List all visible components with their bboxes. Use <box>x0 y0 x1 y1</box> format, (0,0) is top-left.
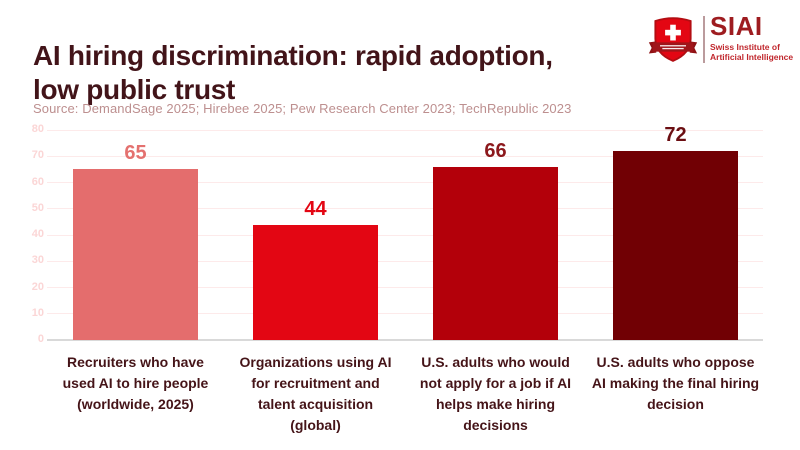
page-title-line2: low public trust <box>33 73 236 105</box>
bar-value-label: 44 <box>304 197 327 220</box>
y-tick-label: 10 <box>31 306 44 319</box>
category-label: U.S. adults who oppose AI making the fin… <box>591 354 760 412</box>
gridline <box>47 260 763 262</box>
y-tick-label: 70 <box>31 149 44 162</box>
logo-acronym: SIAI <box>710 11 763 41</box>
gridline <box>47 129 763 131</box>
gridline <box>47 313 763 315</box>
gridline <box>47 182 763 183</box>
category-label: Organizations using AI for recruitment a… <box>239 354 392 433</box>
bar-value-label: 66 <box>484 139 507 162</box>
bar-value-label: 65 <box>124 142 147 165</box>
logo-divider <box>703 16 705 63</box>
y-tick-label: 40 <box>31 228 44 240</box>
y-tick-label: 20 <box>31 280 44 293</box>
y-tick-label: 0 <box>37 333 44 345</box>
gridline <box>47 234 763 236</box>
category-label: U.S. adults who would not apply for a jo… <box>419 354 572 433</box>
y-tick-label: 80 <box>31 123 44 135</box>
logo-text-block: SIAI Swiss Institute of Artificial Intel… <box>710 11 794 63</box>
logo-org-line1: Swiss Institute of <box>710 42 780 52</box>
logo-org-line2: Artificial Intelligence <box>710 52 794 62</box>
bar <box>433 166 558 340</box>
y-tick-label: 60 <box>31 175 44 188</box>
gridline <box>47 208 763 210</box>
gridline <box>47 155 763 157</box>
bar-value-label: 72 <box>664 124 687 146</box>
bar <box>613 151 738 340</box>
source-note: Source: DemandSage 2025; Hirebee 2025; P… <box>33 101 572 116</box>
swiss-shield-icon <box>647 13 699 73</box>
bar <box>253 224 378 340</box>
x-axis-line <box>47 339 763 341</box>
category-label: Recruiters who have used AI to hire peop… <box>62 354 209 412</box>
siai-logo: SIAI Swiss Institute of Artificial Intel… <box>647 13 793 73</box>
page-title: AI hiring discrimination: rapid adoption… <box>33 39 645 107</box>
y-tick-label: 30 <box>31 254 44 267</box>
gridline <box>47 287 763 288</box>
bar <box>73 169 198 340</box>
page-title-line1: AI hiring discrimination: rapid adoption… <box>33 39 553 71</box>
y-tick-label: 50 <box>31 201 44 214</box>
